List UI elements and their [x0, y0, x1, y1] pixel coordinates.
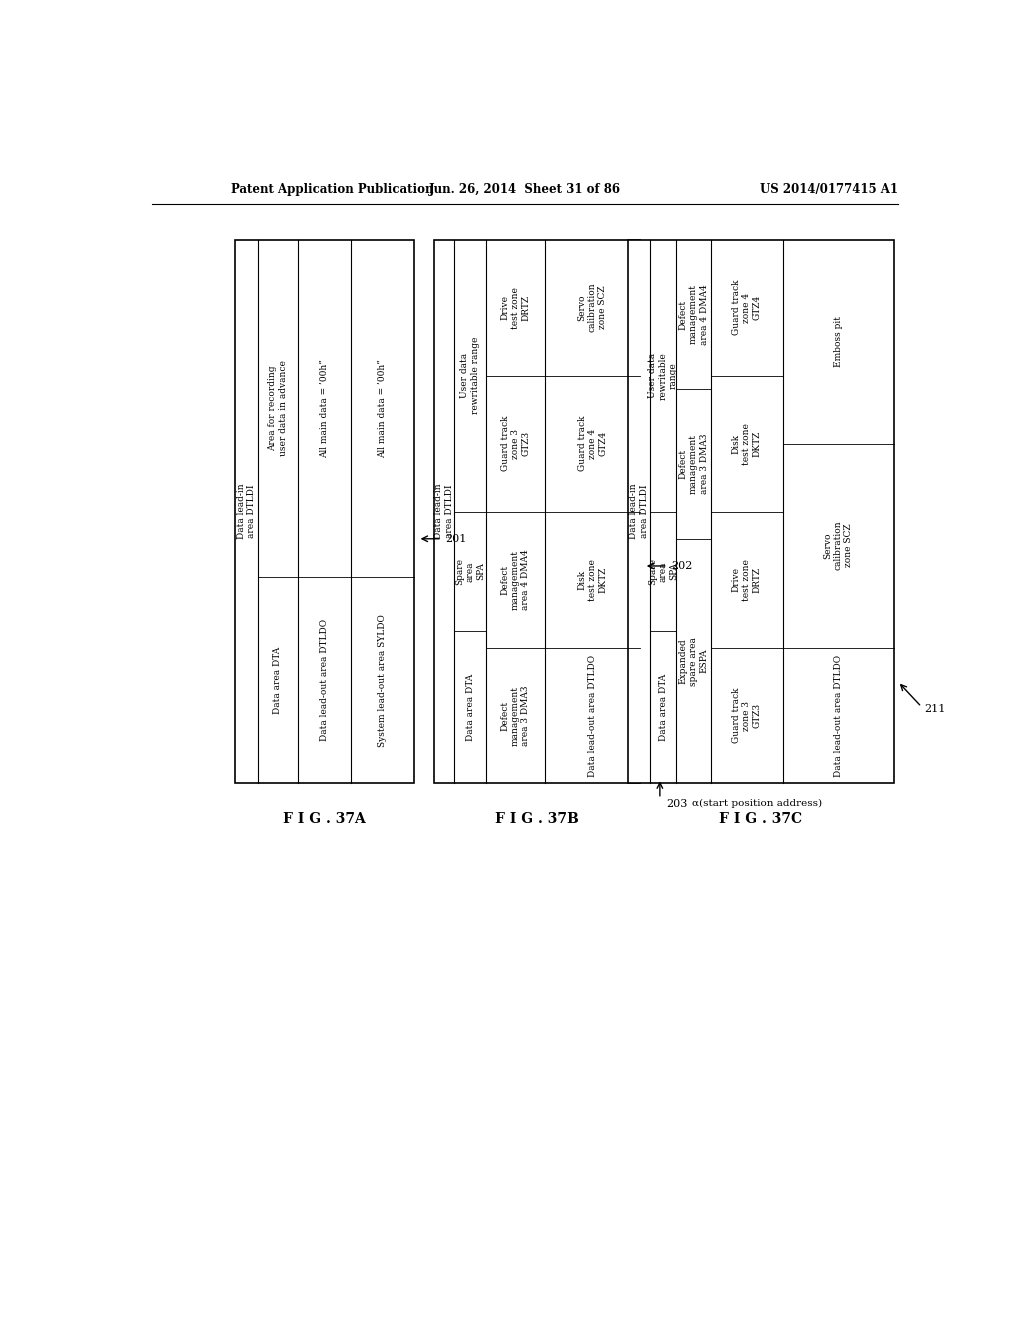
Text: US 2014/0177415 A1: US 2014/0177415 A1: [760, 183, 898, 197]
Bar: [433, 240, 640, 784]
Text: Area for recording
user data in advance: Area for recording user data in advance: [268, 360, 288, 457]
Text: Spare
area
SPA: Spare area SPA: [648, 558, 678, 585]
Text: Defect
management
area 4 DMA4: Defect management area 4 DMA4: [679, 284, 709, 345]
Text: Emboss pit: Emboss pit: [834, 317, 843, 367]
Text: Data lead-out area DTLDO: Data lead-out area DTLDO: [588, 655, 597, 776]
Bar: [628, 240, 894, 784]
Text: Patent Application Publication: Patent Application Publication: [231, 183, 434, 197]
Text: Data area DTA: Data area DTA: [466, 673, 475, 741]
Text: All main data = ’00h”: All main data = ’00h”: [319, 359, 329, 458]
Text: Defect
management
area 3 DMA3: Defect management area 3 DMA3: [501, 685, 530, 746]
Text: Data lead-in
area DTLDI: Data lead-in area DTLDI: [434, 484, 454, 540]
Text: F I G . 37B: F I G . 37B: [495, 812, 579, 826]
Text: Drive
test zone
DRTZ: Drive test zone DRTZ: [501, 286, 530, 329]
Text: User data
rewritable
range: User data rewritable range: [648, 352, 678, 400]
Text: Disk
test zone
DKTZ: Disk test zone DKTZ: [578, 558, 607, 601]
Text: Data area DTA: Data area DTA: [273, 647, 283, 714]
Text: Data lead-out area DTLDO: Data lead-out area DTLDO: [319, 619, 329, 742]
Text: Drive
test zone
DRTZ: Drive test zone DRTZ: [732, 558, 762, 601]
Text: Defect
management
area 3 DMA3: Defect management area 3 DMA3: [679, 434, 709, 494]
Text: 201: 201: [445, 533, 467, 544]
Text: α(start position address): α(start position address): [691, 799, 821, 808]
Text: Expanded
spare area
ESPA: Expanded spare area ESPA: [679, 636, 709, 685]
Text: All main data = ’00h”: All main data = ’00h”: [378, 359, 387, 458]
Text: Data lead-out area DTLDO: Data lead-out area DTLDO: [834, 655, 843, 776]
Text: User data
rewritable range: User data rewritable range: [461, 337, 480, 414]
Text: Data lead-in
area DTLDI: Data lead-in area DTLDI: [629, 484, 648, 540]
Text: Guard track
zone 3
GTZ3: Guard track zone 3 GTZ3: [732, 688, 762, 743]
Text: Guard track
zone 3
GTZ3: Guard track zone 3 GTZ3: [501, 416, 530, 471]
Text: Guard track
zone 4
GTZ4: Guard track zone 4 GTZ4: [578, 416, 607, 471]
Bar: [236, 240, 414, 784]
Text: Disk
test zone
DKTZ: Disk test zone DKTZ: [732, 422, 762, 465]
Text: Defect
management
area 4 DMA4: Defect management area 4 DMA4: [501, 549, 530, 610]
Text: Guard track
zone 4
GTZ4: Guard track zone 4 GTZ4: [732, 280, 762, 335]
Text: Data area DTA: Data area DTA: [658, 673, 668, 741]
Text: 202: 202: [672, 561, 693, 572]
Text: Servo
calibration
zone SCZ: Servo calibration zone SCZ: [823, 521, 853, 570]
Text: Jun. 26, 2014  Sheet 31 of 86: Jun. 26, 2014 Sheet 31 of 86: [429, 183, 621, 197]
Text: Data lead-in
area DTLDI: Data lead-in area DTLDI: [237, 484, 256, 540]
Text: System lead-out area SYLDO: System lead-out area SYLDO: [378, 614, 387, 747]
Text: F I G . 37A: F I G . 37A: [283, 812, 366, 826]
Text: 203: 203: [667, 799, 687, 809]
Text: Spare
area
SPA: Spare area SPA: [456, 558, 485, 585]
Text: Servo
calibration
zone SCZ: Servo calibration zone SCZ: [578, 282, 607, 333]
Text: F I G . 37C: F I G . 37C: [719, 812, 803, 826]
Text: 211: 211: [924, 704, 945, 714]
